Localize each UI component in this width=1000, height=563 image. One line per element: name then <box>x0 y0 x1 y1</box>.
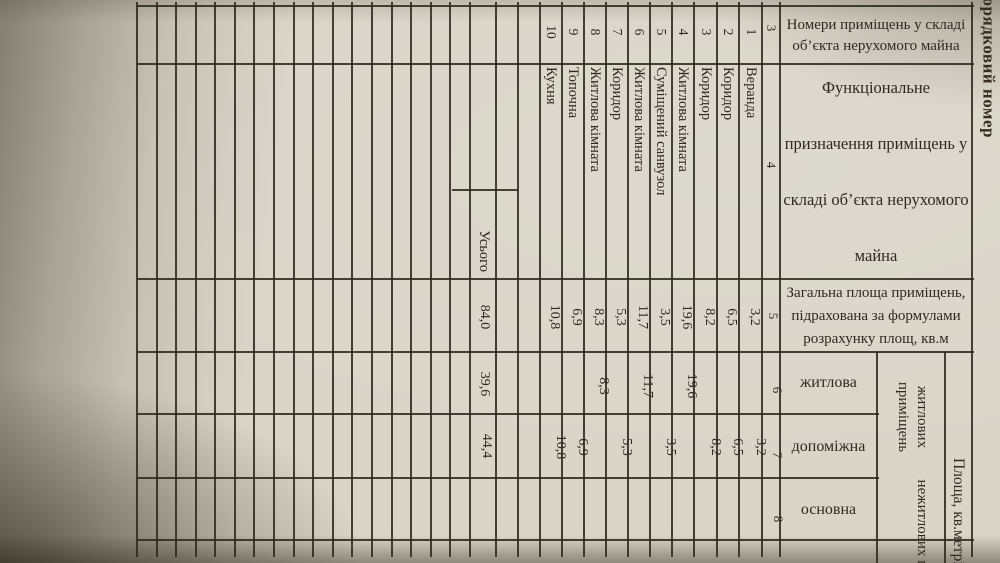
room-living-area: 8,3 <box>595 377 611 395</box>
total-living-value: 39,6 <box>477 371 492 397</box>
room-total-area: 8,2 <box>701 308 717 326</box>
header-total-area: Загальна площа приміщень, підрахована за… <box>786 284 966 347</box>
room-number: 6 <box>631 28 647 36</box>
room-auxiliary-area: 3,5 <box>663 438 678 456</box>
grid-line-horizontal <box>137 351 974 353</box>
grid-line-horizontal <box>137 477 879 479</box>
room-name: Житлова кімната <box>631 67 647 172</box>
room-number: 7 <box>609 28 625 36</box>
total-label: Усього <box>476 230 493 272</box>
header-living: житлова <box>800 374 857 391</box>
room-number: 4 <box>676 28 691 36</box>
room-number: 9 <box>565 28 581 36</box>
room-name: Коридор <box>698 67 714 121</box>
column-index: 3 <box>764 24 779 32</box>
header-auxiliary: допоміжна <box>791 438 866 455</box>
room-auxiliary-area: 6,5 <box>730 438 745 456</box>
grid-line-horizontal <box>452 189 518 191</box>
room-auxiliary-area: 8,2 <box>707 438 723 456</box>
room-total-area: 5,3 <box>612 308 628 326</box>
room-number: 10 <box>543 25 559 39</box>
column-index: 4 <box>764 161 779 169</box>
room-total-area: 10,8 <box>546 304 562 330</box>
header-room-numbers: Номери приміщень у складі об’єкта нерухо… <box>786 17 966 54</box>
room-name: Житлова кімната <box>587 67 603 172</box>
grid-line-horizontal <box>137 413 879 415</box>
room-auxiliary-area: 10,8 <box>552 434 568 460</box>
header-function: Функціональне призначення приміщень у ск… <box>783 78 969 265</box>
room-name: Суміщений санвузол <box>653 67 670 196</box>
room-total-area: 8,3 <box>590 308 606 326</box>
room-total-area: 19,6 <box>679 304 694 330</box>
grid-line-horizontal <box>137 63 974 65</box>
room-total-area: 3,5 <box>657 308 672 326</box>
room-number: 8 <box>587 28 603 36</box>
column-index: 6 <box>770 386 785 394</box>
room-number: 3 <box>698 28 714 36</box>
room-total-area: 11,7 <box>634 305 650 329</box>
grid-line-vertical <box>944 352 946 563</box>
grid-line-horizontal <box>137 539 974 541</box>
room-name: Кухня <box>543 67 559 105</box>
room-auxiliary-area: 6,9 <box>574 438 590 456</box>
room-auxiliary-area: 3,2 <box>752 438 768 456</box>
room-number: 5 <box>654 28 669 36</box>
room-number: 2 <box>721 28 736 36</box>
grid-line-horizontal <box>137 278 974 280</box>
room-number: 1 <box>743 28 759 36</box>
total-area-value: 84,0 <box>477 304 492 330</box>
room-name: Коридор <box>720 67 737 121</box>
room-total-area: 3,2 <box>746 308 762 326</box>
grid-line-vertical <box>876 352 878 563</box>
room-name: Топочна <box>565 67 581 119</box>
column-index: 8 <box>771 515 786 523</box>
room-living-area: 11,7 <box>639 374 655 398</box>
room-total-area: 6,5 <box>724 308 739 326</box>
grid-line-horizontal <box>137 5 974 7</box>
header-main: основна <box>800 501 857 518</box>
room-name: Коридор <box>609 67 625 121</box>
column-index: 5 <box>766 312 781 320</box>
room-living-area: 19,6 <box>684 373 699 399</box>
room-auxiliary-area: 5,3 <box>618 438 634 456</box>
room-name: Житлова кімната <box>675 67 692 172</box>
room-total-area: 6,9 <box>568 308 584 326</box>
total-auxiliary-value: 44,4 <box>479 433 494 459</box>
room-name: Веранда <box>743 67 759 119</box>
column-index: 7 <box>770 451 785 459</box>
